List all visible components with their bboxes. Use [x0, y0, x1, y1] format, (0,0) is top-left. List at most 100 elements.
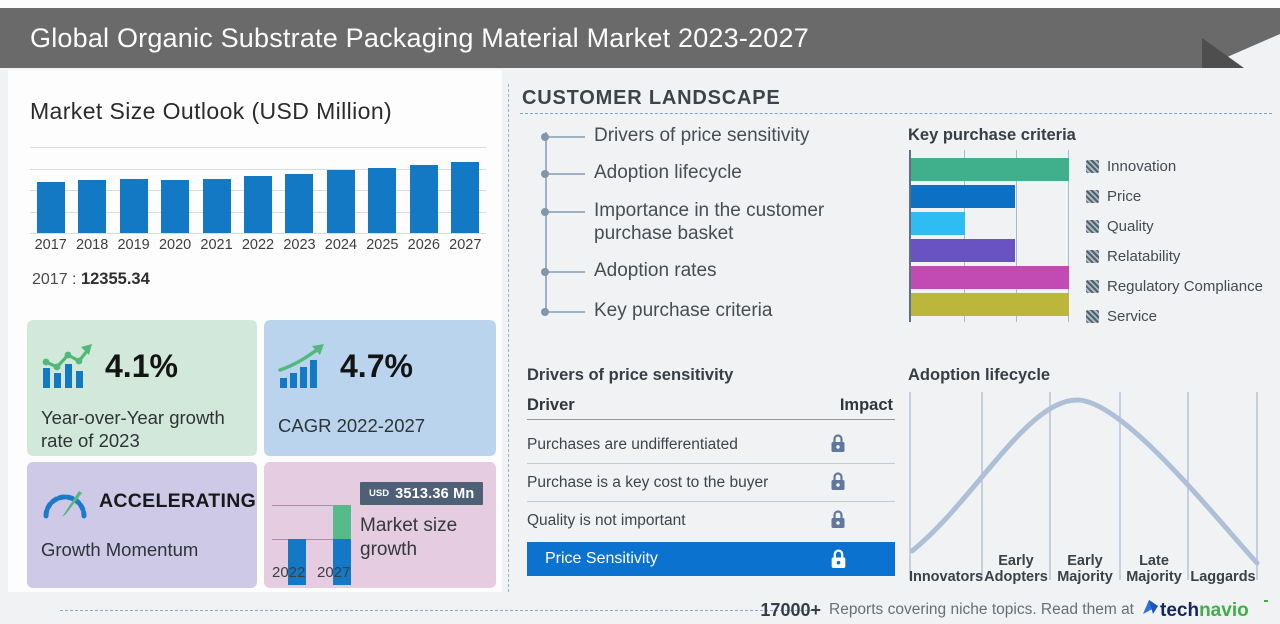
x-axis-year-label: 2019	[117, 237, 150, 253]
tree-node-dot	[541, 308, 549, 316]
top-strip	[0, 0, 1280, 8]
lifecycle-title: Adoption lifecycle	[908, 366, 1051, 384]
vertical-divider	[508, 84, 509, 592]
tree-line	[545, 132, 547, 314]
page-curl-shadow	[1202, 38, 1244, 68]
market-size-bar-chart	[30, 147, 486, 234]
adoption-lifecycle-chart	[909, 392, 1260, 580]
landscape-item-label: Drivers of price sensitivity	[594, 125, 810, 146]
market-size-bar	[36, 181, 65, 233]
anchor-number: 12355.34	[80, 270, 150, 288]
landscape-item-label: Key purchase criteria	[594, 300, 773, 321]
bell-curve	[909, 397, 1260, 566]
kpc-bar-chart	[909, 150, 1070, 322]
tree-connector	[549, 136, 585, 138]
landscape-item-label: Adoption lifecycle	[594, 162, 742, 183]
kpc-bar	[911, 239, 1016, 262]
col-impact: Impact	[839, 396, 893, 414]
cagr-value: 4.7%	[340, 347, 413, 384]
lifecycle-labels: Innovators Early Adopters Early Majority La…	[905, 540, 1272, 588]
tree-node-dot	[541, 170, 549, 178]
price-sensitivity-row: Price Sensitivity	[527, 542, 895, 576]
tree-node-dot	[541, 208, 549, 216]
technavio-logo[interactable]: technavio	[1142, 598, 1270, 622]
lock-icon	[830, 471, 846, 496]
tree-connector	[549, 271, 585, 273]
market-size-bar	[244, 175, 272, 233]
market-size-bar	[326, 170, 355, 233]
header-banner: Global Organic Substrate Packaging Mater…	[0, 8, 1280, 68]
chart-gridline	[30, 168, 486, 170]
market-size-bar	[285, 173, 314, 233]
lifecycle-segment-label: Late Majority	[1126, 553, 1182, 586]
market-size-bar	[409, 165, 438, 233]
driver-row: Quality is not important	[527, 502, 895, 540]
yoy-growth-card: 4.1% Year-over-Year growth rate of 2023	[27, 320, 257, 456]
tree-node-dot	[541, 268, 549, 276]
mini-bar-2022	[288, 539, 306, 585]
footer: 17000+ Reports covering niche topics. Re…	[760, 596, 1270, 624]
report-count: 17000+	[760, 599, 821, 620]
lock-icon	[830, 509, 846, 534]
legend-item: Relatability	[1086, 247, 1181, 265]
market-size-bar	[451, 161, 480, 233]
market-size-title: Market Size Outlook (USD Million)	[30, 98, 393, 124]
lifecycle-segment-label: Laggards	[1190, 569, 1256, 586]
chart-gridline	[30, 147, 486, 148]
x-axis-year-label: 2026	[407, 237, 440, 253]
legend-item: Service	[1086, 307, 1158, 325]
kpc-bar	[911, 266, 1069, 289]
tree-connector	[549, 311, 585, 313]
lock-icon	[830, 433, 846, 458]
market-size-bar	[119, 178, 148, 233]
lifecycle-segment-label: Early Adopters	[984, 553, 1048, 586]
market-size-x-axis: 2017 2018 2019 2020 2021 2022 2023 2024 2025 2026…	[30, 237, 486, 255]
customer-landscape-list: Drivers of price sensitivity Adoption lif…	[530, 122, 902, 334]
x-axis-year-label: 2022	[241, 237, 275, 253]
drivers-table-header: Driver Impact	[527, 394, 895, 420]
legend-label: Quality	[1107, 217, 1154, 235]
footer-note: Reports covering niche topics. Read them…	[829, 601, 1134, 618]
tree-connector	[549, 173, 585, 175]
driver-label: Quality is not important	[527, 512, 686, 529]
x-axis-year-label: 2017	[34, 237, 67, 253]
highlight-label: Price Sensitivity	[545, 550, 658, 567]
kpc-gridline	[1068, 150, 1070, 322]
x-axis-year-label: 2020	[158, 237, 192, 253]
momentum-card: ACCELERATING Growth Momentum	[27, 462, 257, 588]
cagr-label: CAGR 2022-2027	[278, 415, 426, 436]
mini-gridline	[272, 539, 344, 540]
anchor-year: 2017	[32, 271, 68, 288]
lifecycle-segment-label: Innovators	[908, 569, 984, 586]
yoy-value: 4.1%	[105, 347, 178, 384]
momentum-value: ACCELERATING	[99, 489, 257, 512]
legend-hatch-icon	[1086, 219, 1099, 233]
mini-bar-2027-base	[333, 539, 351, 585]
landscape-item-label: Importance in the customer purchase bask…	[594, 200, 825, 244]
lifecycle-segment-label: Early Majority	[1057, 553, 1113, 586]
drivers-table: Driver Impact Purchases are undifferenti…	[527, 394, 895, 580]
mini-year-left: 2022	[272, 564, 306, 581]
legend-hatch-icon	[1086, 189, 1099, 203]
yoy-label: Year-over-Year growth rate of 2023	[41, 407, 225, 452]
kpc-gridline	[963, 150, 965, 322]
x-axis-year-label: 2018	[76, 237, 109, 253]
chart-gridline	[30, 233, 486, 234]
landscape-item-label: Adoption rates	[594, 260, 717, 281]
tree-node-dot	[541, 133, 549, 141]
badge-value: 3513.36 Mn	[395, 485, 475, 502]
kpc-bar	[911, 212, 965, 235]
legend-item: Innovation	[1086, 158, 1176, 175]
legend-label: Regulatory Compliance	[1107, 277, 1263, 295]
tree-connector	[549, 211, 585, 213]
legend-label: Service	[1107, 307, 1158, 325]
mini-growth-chart	[272, 482, 356, 585]
momentum-label: Growth Momentum	[41, 539, 199, 560]
x-axis-year-label: 2024	[324, 237, 358, 253]
driver-label: Purchase is a key cost to the buyer	[527, 474, 769, 491]
legend-label: Relatability	[1107, 247, 1181, 265]
cagr-card: 4.7% CAGR 2022-2027	[264, 320, 496, 456]
kpc-gridline	[1016, 150, 1018, 322]
anchor-separator: :	[72, 271, 77, 288]
